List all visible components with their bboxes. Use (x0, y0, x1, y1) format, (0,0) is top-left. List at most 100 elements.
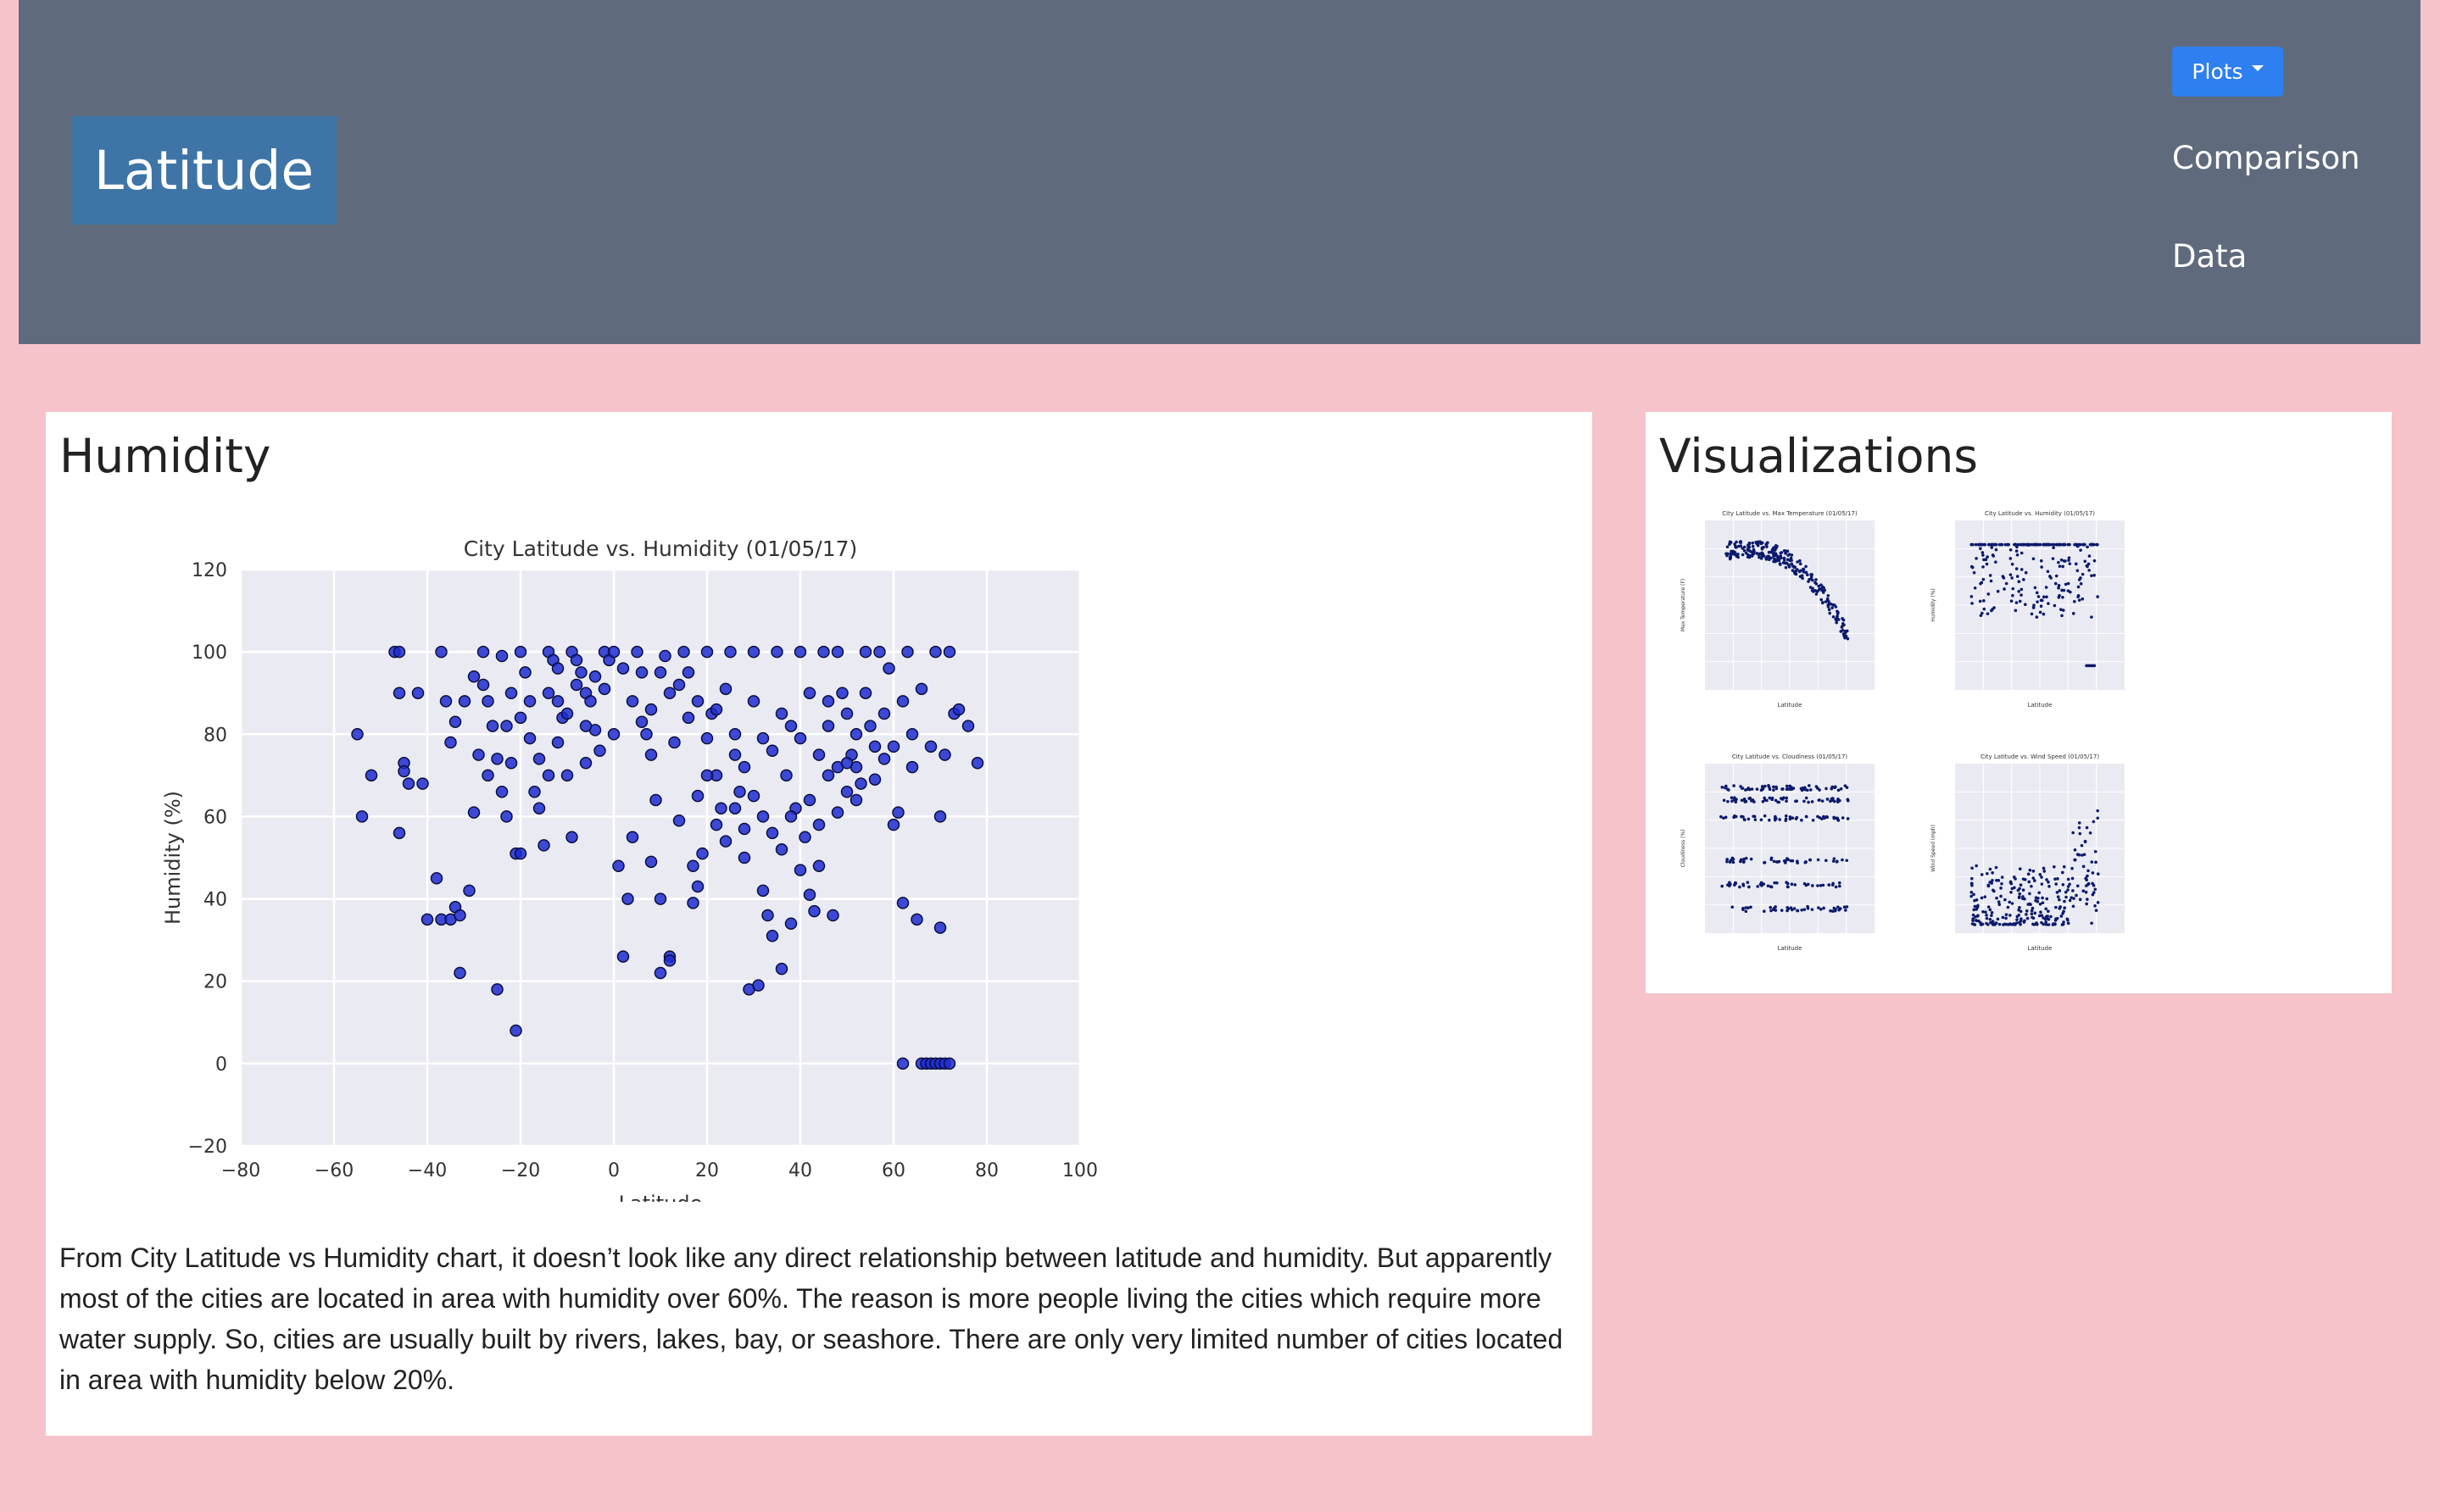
thumbnail-point (2073, 542, 2076, 547)
thumbnail-point (2085, 825, 2089, 830)
thumbnail-point (1993, 542, 1997, 547)
data-point (439, 695, 453, 708)
nav-link-data[interactable]: Data (2172, 238, 2248, 275)
thumbnail-point (2019, 587, 2024, 592)
thumbnail-point (1999, 887, 2003, 890)
data-point (393, 826, 406, 840)
thumbnail-point (2062, 559, 2066, 563)
data-point (696, 847, 709, 860)
thumbnail-point (2049, 914, 2053, 919)
thumbnail-point (1989, 920, 1992, 925)
thumbnail-point (2092, 664, 2097, 668)
thumbnail-point (2023, 897, 2026, 901)
thumbnail-point (2090, 921, 2093, 926)
thumbnail-point (1789, 906, 1793, 909)
thumbnail-point (1820, 601, 1824, 605)
thumbnail-point (1825, 798, 1830, 801)
thumbnail-point (2090, 615, 2093, 619)
data-point (756, 884, 770, 898)
y-tick-label: 0 (215, 1054, 227, 1076)
thumbnail-point (2073, 599, 2076, 603)
thumbnail-point (2068, 562, 2072, 565)
data-point (495, 786, 509, 798)
data-point (486, 720, 499, 732)
thumbnail-point (1829, 602, 1832, 606)
thumbnail-point (1816, 884, 1819, 887)
thumbnail-point (2026, 543, 2031, 547)
thumbnail-point (1793, 565, 1797, 569)
thumbnail-point (1830, 606, 1834, 609)
thumbnail-point (1846, 636, 1850, 641)
thumbnail-point (1980, 551, 1985, 554)
thumbnail-point (1990, 546, 1994, 549)
thumbnail-point (1798, 562, 1802, 566)
nav-link-comparison[interactable]: Comparison (2172, 140, 2360, 176)
thumbnail-point (2047, 909, 2050, 914)
visualizations-card: Visualizations City Latitude vs. Max Tem… (1646, 412, 2392, 993)
data-point (435, 645, 448, 659)
data-point (649, 793, 662, 807)
thumbnail-point (1826, 605, 1830, 609)
thumbnail-wind-speed[interactable]: City Latitude vs. Wind Speed (01/05/17) L… (1921, 745, 2142, 953)
thumbnail-point (2062, 588, 2066, 592)
data-point (766, 826, 779, 840)
thumbnail-point (2096, 809, 2099, 813)
data-point (402, 777, 415, 790)
data-point (393, 687, 406, 699)
data-point (822, 695, 835, 708)
thumbnail-max-temperature[interactable]: City Latitude vs. Max Temperature (01/05… (1671, 502, 1891, 710)
thumbnail-point (2028, 868, 2032, 872)
data-point (514, 645, 527, 659)
thumbnail-point (2039, 910, 2042, 914)
thumbnail-point (1817, 584, 1821, 588)
thumbnail-point (2007, 542, 2011, 547)
thumbnail-point (1994, 548, 1998, 552)
thumbnail-point (2044, 586, 2048, 589)
thumbnail-point (1845, 786, 1849, 789)
thumbnail-point (2066, 888, 2070, 892)
thumbnail-point (2092, 559, 2097, 563)
data-point (868, 740, 882, 753)
thumbnail-point (2030, 884, 2033, 888)
data-point (687, 859, 699, 872)
thumbnail-point (2003, 898, 2007, 902)
data-point (803, 888, 816, 901)
data-point (924, 740, 938, 753)
thumbnail-point (1781, 787, 1785, 791)
thumbnail-point (1791, 787, 1796, 790)
thumbnail-point (1728, 540, 1732, 544)
data-point (607, 728, 621, 741)
brand-logo[interactable]: Latitude (71, 116, 337, 225)
thumbnail-point (2020, 542, 2025, 547)
thumbnail-point (1981, 553, 1985, 557)
data-point (500, 720, 513, 732)
thumbnail-point (2094, 860, 2097, 864)
thumbnail-point (2036, 600, 2039, 603)
thumbnail-point (1814, 578, 1818, 581)
data-point (691, 880, 705, 893)
x-tick-label: 20 (695, 1160, 719, 1181)
thumbnail-ylabel: Max Temperature (F) (1680, 579, 1686, 631)
thumbnail-point (2038, 542, 2042, 547)
thumbnail-point (1997, 922, 2002, 926)
thumbnail-point (1790, 882, 1794, 887)
data-point (831, 806, 844, 819)
thumbnail-cloudiness[interactable]: City Latitude vs. Cloudiness (01/05/17) L… (1671, 745, 1891, 953)
thumbnail-point (2033, 911, 2037, 915)
thumbnail-point (2067, 559, 2070, 562)
thumbnail-point (2044, 907, 2048, 911)
thumbnail-point (2019, 568, 2024, 571)
thumbnail-point (2080, 853, 2084, 857)
thumbnail-humidity[interactable]: City Latitude vs. Humidity (01/05/17) Lat… (1921, 502, 2142, 710)
thumbnail-point (1746, 906, 1750, 910)
data-point (626, 831, 639, 843)
thumbnail-point (1769, 885, 1773, 888)
thumbnail-point (1830, 785, 1835, 789)
data-point (616, 950, 630, 963)
thumbnail-point (2025, 916, 2030, 920)
data-point (952, 703, 966, 716)
thumbnail-point (2078, 898, 2082, 902)
plots-dropdown-button[interactable]: Plots (2172, 47, 2283, 97)
thumbnail-point (1819, 598, 1823, 602)
data-point (887, 818, 900, 831)
